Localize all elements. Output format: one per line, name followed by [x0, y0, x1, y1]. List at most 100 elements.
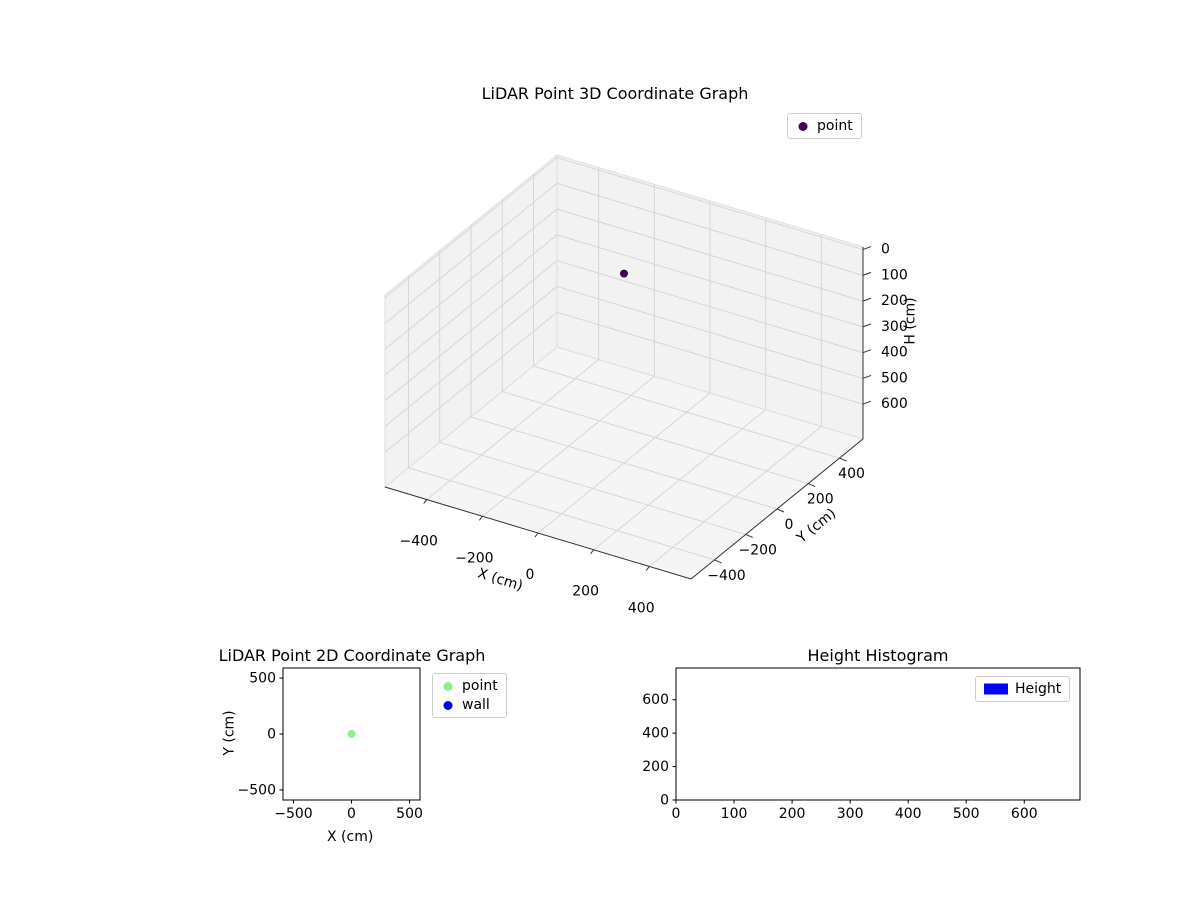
legend-marker-circle [798, 122, 808, 131]
grid-line-z [556, 260, 864, 354]
z-tick-label: 300 [881, 319, 908, 335]
grid-line-y [439, 441, 746, 535]
z-tick-label: 0 [881, 242, 890, 258]
scatter2d-point [347, 730, 356, 738]
y-tick-label: −400 [707, 568, 745, 584]
grid-line-z [556, 182, 864, 276]
y-tick-label: 0 [660, 793, 669, 809]
x-tick [534, 532, 539, 538]
y-tick-label: 200 [807, 492, 834, 508]
grid-line-z [384, 208, 558, 350]
grid-line-y [408, 467, 715, 561]
legend-marker-rect [984, 683, 1008, 695]
x-tick-label: 300 [837, 806, 864, 822]
plot2d-legend-label-wall: wall [462, 697, 490, 713]
plot2d-legend: point wall [432, 673, 507, 718]
grid-line-z [384, 311, 558, 453]
histogram-frame [675, 667, 1081, 801]
plot3d-zaxis-label: H (cm) [902, 297, 919, 345]
x-tick-label: −500 [274, 806, 312, 822]
z-tick [862, 374, 872, 379]
wall-marker-icon [443, 701, 453, 710]
point-marker-icon [443, 682, 453, 691]
y-tick [776, 508, 785, 513]
grid-line-y [502, 391, 809, 485]
x-tick [590, 549, 595, 555]
z-tick [862, 323, 872, 328]
plot3d-legend-item-point: point [796, 118, 853, 134]
grid-line-z [556, 234, 864, 328]
x-tick [478, 515, 483, 521]
z-tick [862, 271, 872, 276]
legend-marker-circle [443, 701, 453, 710]
z-tick [862, 400, 872, 405]
x-tick-label: −200 [455, 550, 493, 566]
plot2d-yaxis-label: Y (cm) [221, 710, 238, 756]
grid-line-z [384, 260, 558, 402]
legend-marker-circle [443, 682, 453, 691]
z-tick [862, 297, 872, 302]
y-tick-label: 0 [267, 727, 276, 743]
plot3d-title: LiDAR Point 3D Coordinate Graph [481, 84, 749, 103]
grid-line-z [556, 157, 864, 251]
y-tick [714, 559, 722, 564]
y-tick-label: −200 [739, 542, 777, 558]
plot3d-legend-label: point [817, 118, 853, 134]
z-tick-label: 600 [881, 396, 908, 412]
y-tick-label: −500 [238, 782, 276, 798]
x-tick-label: 200 [779, 806, 806, 822]
x-tick-label: 500 [953, 806, 980, 822]
x-tick-label: 100 [721, 806, 748, 822]
x-tick [423, 499, 428, 504]
x-tick-label: 0 [672, 806, 681, 822]
y-tick-label: 0 [785, 517, 794, 533]
x-tick-label: 500 [396, 806, 423, 822]
y-tick [839, 457, 847, 462]
histogram-title: Height Histogram [807, 646, 949, 665]
z-tick [862, 246, 872, 251]
y-tick [745, 533, 753, 538]
y-tick-label: 400 [642, 726, 669, 742]
histogram-legend-item-height: Height [984, 681, 1061, 697]
y-tick [808, 483, 816, 488]
plot2d-legend-item-point: point [441, 678, 498, 694]
plot2d-legend-label-point: point [462, 678, 498, 694]
plot3d-legend: point [787, 113, 862, 139]
grid-line-z [384, 182, 558, 324]
grid-line-z [556, 208, 864, 302]
x-tick-label: −400 [400, 534, 438, 550]
x-tick-label: 600 [1011, 806, 1038, 822]
plot2d-title: LiDAR Point 2D Coordinate Graph [218, 646, 486, 665]
z-tick-label: 500 [881, 370, 908, 386]
histogram-legend-label: Height [1015, 681, 1062, 697]
grid-line-z [384, 286, 558, 427]
plot2d-xaxis-label: X (cm) [327, 829, 374, 845]
x-tick-label: 200 [572, 584, 599, 600]
x-tick-label: 0 [347, 806, 356, 822]
x-tick-label: 400 [895, 806, 922, 822]
height-patch-icon [984, 683, 1008, 695]
y-tick-label: 400 [838, 466, 865, 482]
grid-line-z [384, 234, 558, 376]
histogram-legend: Height [975, 676, 1071, 702]
x-tick-label: 400 [628, 600, 655, 616]
grid-line-z [556, 285, 864, 379]
grid-line-y [533, 365, 840, 459]
y-tick-label: 600 [642, 692, 669, 708]
x-tick-label: 0 [526, 567, 535, 583]
y-tick-label: 500 [249, 671, 276, 687]
grid-line-y [470, 416, 778, 510]
grid-line-z [384, 157, 558, 298]
y-tick-label: 200 [642, 759, 669, 775]
z-tick-label: 100 [881, 267, 908, 283]
z-tick [862, 349, 872, 354]
scatter3d-point [620, 269, 628, 278]
x-tick [645, 566, 650, 571]
z-tick-label: 400 [881, 345, 908, 361]
point-marker-icon [798, 122, 808, 131]
grid-line-z [556, 311, 864, 405]
z-tick-label: 200 [881, 293, 908, 309]
plot2d-legend-item-wall: wall [441, 697, 498, 713]
